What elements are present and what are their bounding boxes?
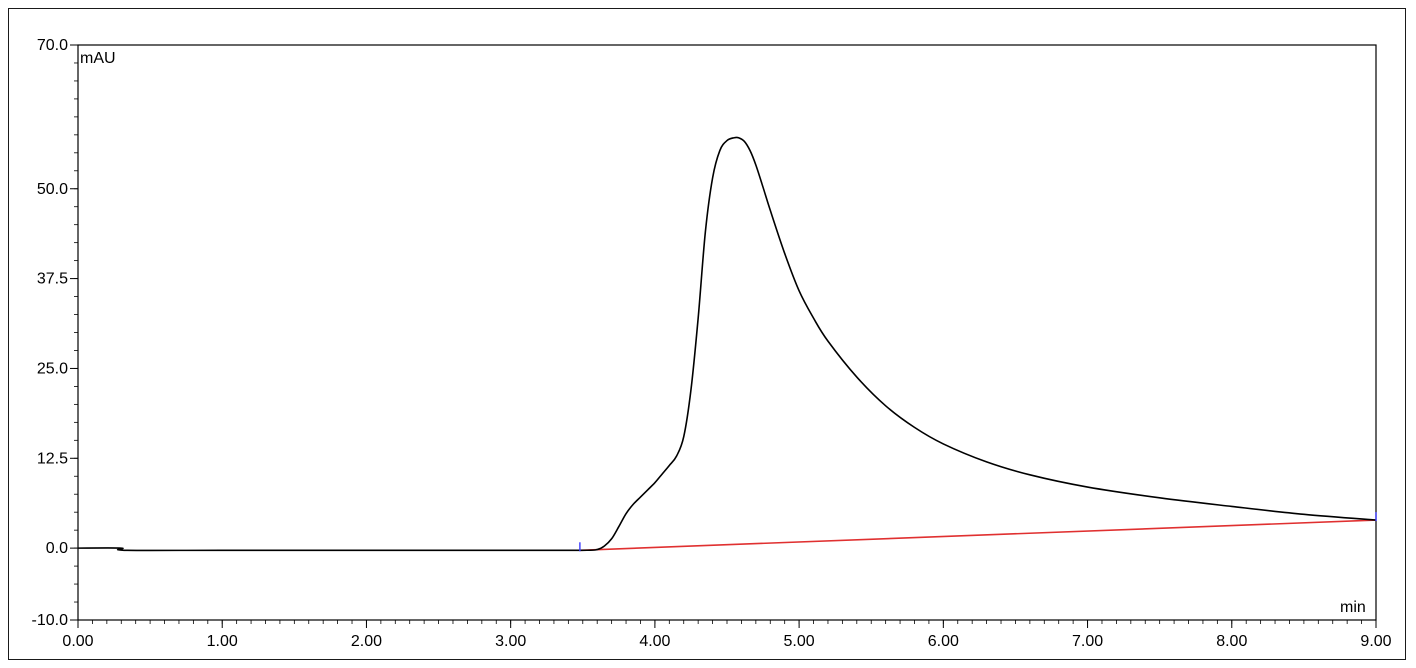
signal-trace — [77, 136, 1377, 552]
x-axis-label: min — [1340, 599, 1366, 616]
x-tick-label: 1.00 — [207, 633, 238, 650]
x-tick-label: 5.00 — [784, 633, 815, 650]
x-tick-label: 6.00 — [928, 633, 959, 650]
chart-frame — [8, 8, 1406, 660]
y-tick-label: 37.5 — [37, 271, 68, 288]
y-tick-label: 25.0 — [37, 360, 68, 377]
x-tick-label: 7.00 — [1072, 633, 1103, 650]
x-tick-label: 2.00 — [351, 633, 382, 650]
y-tick-label: 70.0 — [37, 37, 68, 54]
x-tick-label: 9.00 — [1360, 633, 1391, 650]
y-tick-label: 12.5 — [37, 450, 68, 467]
plot-area-border — [77, 44, 1377, 621]
x-tick-label: 0.00 — [62, 633, 93, 650]
y-axis-label: mAU — [80, 50, 116, 67]
x-tick-label: 8.00 — [1216, 633, 1247, 650]
y-tick-label: 0.0 — [46, 540, 68, 557]
x-tick-label: 4.00 — [639, 633, 670, 650]
y-tick-label: 50.0 — [37, 181, 68, 198]
x-tick-label: 3.00 — [495, 633, 526, 650]
integration-baseline — [579, 519, 1377, 552]
y-tick-label: -10.0 — [32, 612, 69, 629]
